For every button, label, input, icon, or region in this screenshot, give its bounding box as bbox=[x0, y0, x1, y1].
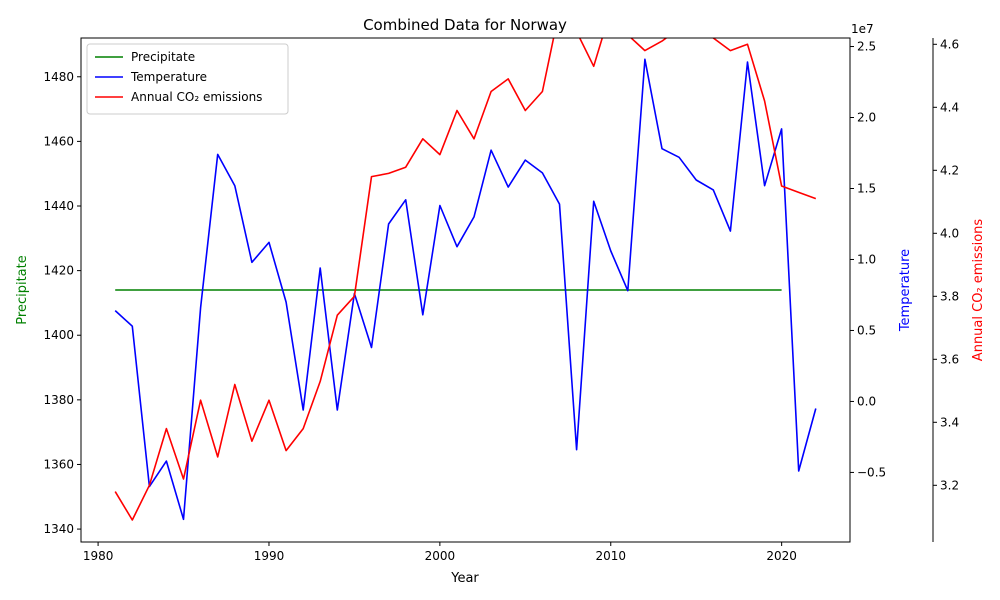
temperature-tick-label: 1.0 bbox=[857, 252, 876, 266]
x-axis-label: Year bbox=[450, 571, 479, 586]
co2-tick-label: 3.2 bbox=[940, 478, 959, 492]
temperature-offset-label: 1e7 bbox=[851, 22, 874, 36]
precipitate-tick-label: 1400 bbox=[43, 328, 74, 342]
temperature-tick-label: 2.0 bbox=[857, 111, 876, 125]
co2-tick-label: 4.2 bbox=[940, 163, 959, 177]
precipitate-axis-label: Precipitate bbox=[15, 255, 30, 324]
temperature-axis: −0.5 0.0 0.5 1.0 1.5 2.0 2.5 bbox=[850, 40, 886, 479]
precipitate-tick-label: 1340 bbox=[43, 522, 74, 536]
precipitate-tick-label: 1420 bbox=[43, 264, 74, 278]
plot-frame bbox=[80, 37, 851, 543]
co2-tick-label: 3.4 bbox=[940, 415, 959, 429]
co2-axis: 3.2 3.4 3.6 3.8 4.0 4.2 4.4 4.6 bbox=[932, 37, 959, 542]
co2-tick-label: 4.6 bbox=[940, 37, 959, 51]
temperature-tick-label: 0.0 bbox=[857, 394, 876, 408]
co2-tick-label: 4.0 bbox=[940, 226, 959, 240]
temperature-tick-label: 2.5 bbox=[857, 40, 876, 54]
series-layer bbox=[114, 38, 817, 521]
legend-label-precipitate: Precipitate bbox=[131, 50, 195, 64]
legend-label-temperature: Temperature bbox=[130, 70, 207, 84]
co2-tick-label: 3.6 bbox=[940, 352, 959, 366]
precipitate-axis: 1340 1360 1380 1400 1420 1440 1460 1480 bbox=[43, 70, 81, 536]
precipitate-tick-label: 1360 bbox=[43, 457, 74, 471]
co2-tick-label: 4.4 bbox=[940, 100, 959, 114]
temperature-tick-label: 1.5 bbox=[857, 181, 876, 195]
x-tick-label: 2000 bbox=[425, 549, 456, 563]
temperature-axis-label: Temperature bbox=[898, 249, 913, 332]
co2-tick-label: 3.8 bbox=[940, 289, 959, 303]
series-line-co2 bbox=[114, 38, 817, 521]
precipitate-tick-label: 1480 bbox=[43, 70, 74, 84]
x-tick-label: 1980 bbox=[83, 549, 114, 563]
temperature-tick-label: 0.5 bbox=[857, 323, 876, 337]
precipitate-tick-label: 1460 bbox=[43, 134, 74, 148]
legend: Precipitate Temperature Annual CO₂ emissio… bbox=[86, 43, 289, 115]
legend-box bbox=[86, 43, 289, 115]
precipitate-tick-label: 1380 bbox=[43, 393, 74, 407]
x-tick-label: 2020 bbox=[766, 549, 797, 563]
temperature-tick-label: −0.5 bbox=[857, 465, 886, 479]
x-tick-label: 2010 bbox=[595, 549, 626, 563]
x-axis: 1980 1990 2000 2010 2020 bbox=[83, 542, 797, 563]
chart-title: Combined Data for Norway bbox=[363, 16, 567, 34]
x-tick-label: 1990 bbox=[254, 549, 285, 563]
series-line-temperature bbox=[114, 58, 817, 521]
precipitate-tick-label: 1440 bbox=[43, 199, 74, 213]
co2-axis-label: Annual CO₂ emissions bbox=[971, 219, 986, 362]
legend-label-co2: Annual CO₂ emissions bbox=[131, 90, 262, 104]
